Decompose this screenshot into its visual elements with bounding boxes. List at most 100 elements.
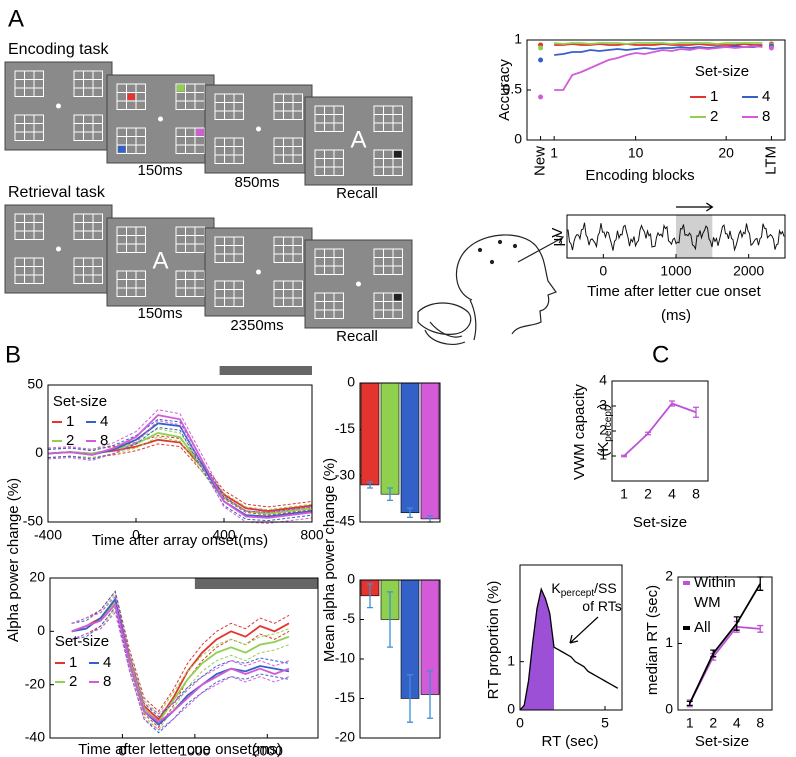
error-bar <box>733 616 740 631</box>
error-band <box>47 426 313 522</box>
x-tick-label: -400 <box>34 527 62 543</box>
error-band <box>71 611 290 731</box>
x-tick-label: 4 <box>668 486 676 502</box>
axes-frame <box>526 39 786 141</box>
x-tick-label: 8 <box>756 715 764 731</box>
series-line <box>47 438 313 512</box>
bar <box>360 382 380 486</box>
y-tick-label: 20 <box>29 569 45 585</box>
y-axis-label: Mean alpha power change (%) <box>321 458 338 662</box>
error-band <box>47 436 313 519</box>
x-tick-label: 20 <box>718 145 734 161</box>
x-tick-label: 2 <box>709 715 717 731</box>
x-tick-label: 800 <box>300 527 324 543</box>
error-bar <box>367 583 373 609</box>
duration: 150ms <box>137 162 182 179</box>
y-tick-label: 0 <box>665 701 673 717</box>
grid-cell <box>333 122 344 132</box>
window-arrow <box>676 202 714 212</box>
fixation <box>56 246 61 252</box>
legend-label: 4 <box>762 88 770 105</box>
series-line <box>47 414 313 519</box>
error-bar <box>669 400 675 407</box>
error-band <box>71 608 290 731</box>
series-line <box>554 43 763 46</box>
y-axis-label: μV <box>549 228 566 247</box>
legend-label: 4 <box>100 413 108 430</box>
y-axis-label: Alpha power change (%) <box>5 478 22 642</box>
grid-cell <box>135 243 146 253</box>
axes-frame <box>519 564 623 711</box>
duration: 850ms <box>234 174 279 191</box>
grid-cell <box>33 131 44 141</box>
memory-item <box>118 146 126 153</box>
grid-cell <box>92 230 103 240</box>
recall-label: Recall <box>336 328 378 345</box>
x-axis-label: RT (sec) <box>542 733 599 750</box>
ltm-point <box>768 45 774 51</box>
y-tick-label: 1 <box>665 634 673 650</box>
series-line <box>47 432 313 515</box>
letter-cue: A <box>152 247 168 274</box>
annotation-arrow <box>569 616 599 644</box>
legend-label: 2 <box>710 108 718 125</box>
x-tick-label: 1 <box>620 486 628 502</box>
fixation <box>158 116 163 122</box>
new-point <box>538 57 544 63</box>
distribution-line <box>519 587 619 711</box>
grid-cell <box>135 100 146 110</box>
error-bar <box>621 454 627 458</box>
legend-label: 8 <box>762 108 770 125</box>
grid-cell <box>333 309 344 319</box>
y-tick-label: -20 <box>335 729 355 745</box>
legend-label: 1 <box>710 88 718 105</box>
fixation <box>56 103 61 109</box>
x-tick-label: 2000 <box>252 743 283 757</box>
x-tick-label: New <box>532 146 549 176</box>
x-axis-label: Encoding blocks <box>585 167 694 184</box>
legend-label: 8 <box>100 432 108 449</box>
series-line <box>554 42 763 45</box>
legend-label: 1 <box>69 654 77 671</box>
x-tick-label: LTM <box>762 146 779 175</box>
error-band <box>47 420 313 524</box>
y-tick-label: -15 <box>335 689 355 705</box>
error-bar <box>407 507 413 519</box>
grid-cell <box>333 166 344 176</box>
grid-cell <box>233 297 244 307</box>
y-axis-label: RT proportion (%) <box>485 581 502 700</box>
x-tick-label: 2 <box>644 486 652 502</box>
significance-bar <box>219 366 312 375</box>
x-tick-label: 0 <box>132 527 140 543</box>
grid-cell <box>135 144 146 154</box>
grid-cell <box>33 274 44 284</box>
y-tick-label: -45 <box>335 513 355 529</box>
error-band <box>71 590 290 713</box>
x-tick-label: 5 <box>601 715 609 731</box>
axes-frame <box>49 577 319 739</box>
screen <box>106 217 215 307</box>
error-bar <box>710 649 717 658</box>
y-tick-label: 0 <box>347 374 355 390</box>
fixation <box>356 281 361 287</box>
y-tick-label: 2 <box>665 568 673 584</box>
duration: 2350ms <box>230 317 283 334</box>
y-tick-label: 4 <box>599 372 607 388</box>
analysis-window <box>676 215 713 258</box>
legend-label: 4 <box>103 654 111 671</box>
y-tick-label: -5 <box>343 610 356 626</box>
legend-label: 2 <box>69 673 77 690</box>
x-tick-label: 0 <box>599 263 607 279</box>
axes-frame <box>611 380 709 482</box>
y-axis-label: median RT (sec) <box>644 585 661 695</box>
series-line <box>623 402 697 457</box>
x-tick-label: 4 <box>733 715 741 731</box>
memory-item <box>196 129 204 136</box>
y-tick-label: 0.5 <box>503 81 523 97</box>
axes-frame <box>359 579 441 739</box>
memory-item <box>177 85 185 92</box>
axes-frame <box>677 576 773 711</box>
bar <box>380 382 400 495</box>
